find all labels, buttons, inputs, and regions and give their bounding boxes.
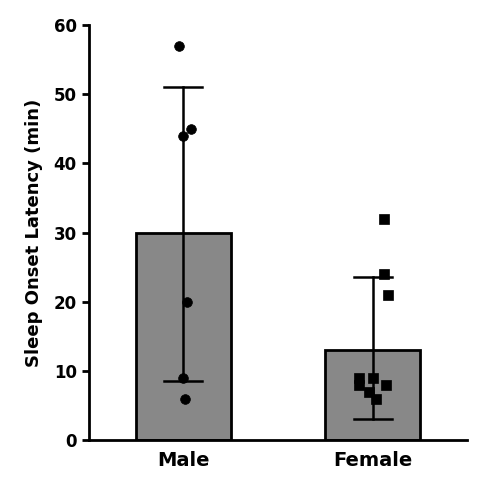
Y-axis label: Sleep Onset Latency (min): Sleep Onset Latency (min) (25, 98, 42, 366)
Bar (136, 232, 231, 440)
Bar (325, 350, 420, 440)
